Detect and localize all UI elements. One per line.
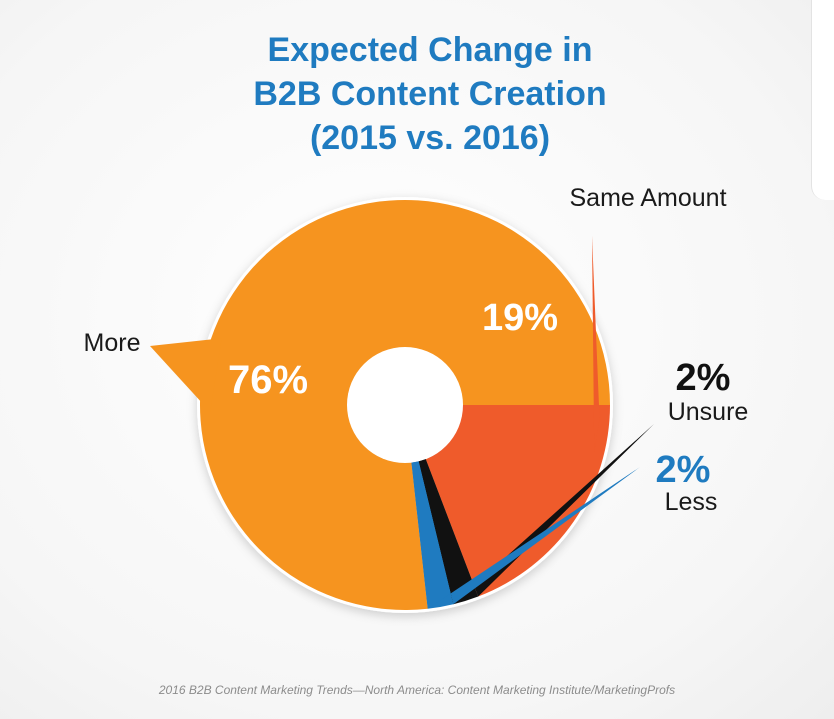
title-line-2: B2B Content Creation	[253, 75, 607, 113]
value-label-less: 2%	[656, 449, 711, 491]
category-label-more: More	[84, 329, 141, 357]
source-citation: 2016 B2B Content Marketing Trends—North …	[158, 683, 676, 697]
category-label-unsure: Unsure	[668, 398, 749, 426]
donut-hole	[347, 347, 463, 463]
callout-layer	[150, 236, 654, 609]
title-line-3: (2015 vs. 2016)	[309, 119, 551, 157]
chart-title: Expected Change in B2B Content Creation …	[150, 28, 710, 160]
category-label-less: Less	[665, 488, 718, 516]
value-label-same-amount: 19%	[482, 297, 558, 339]
callout-pointer-less	[411, 461, 640, 609]
callout-pointer-same-amount	[592, 236, 600, 453]
value-label-more: 76%	[228, 358, 308, 402]
category-label-same-amount: Same Amount	[569, 184, 726, 212]
slice-same-amount	[405, 405, 610, 597]
value-label-unsure: 2%	[676, 357, 731, 399]
title-line-1: Expected Change in	[267, 31, 593, 69]
pie-layer	[197, 197, 613, 613]
callout-pointer-more	[150, 338, 222, 412]
right-edge-panel	[811, 0, 834, 200]
